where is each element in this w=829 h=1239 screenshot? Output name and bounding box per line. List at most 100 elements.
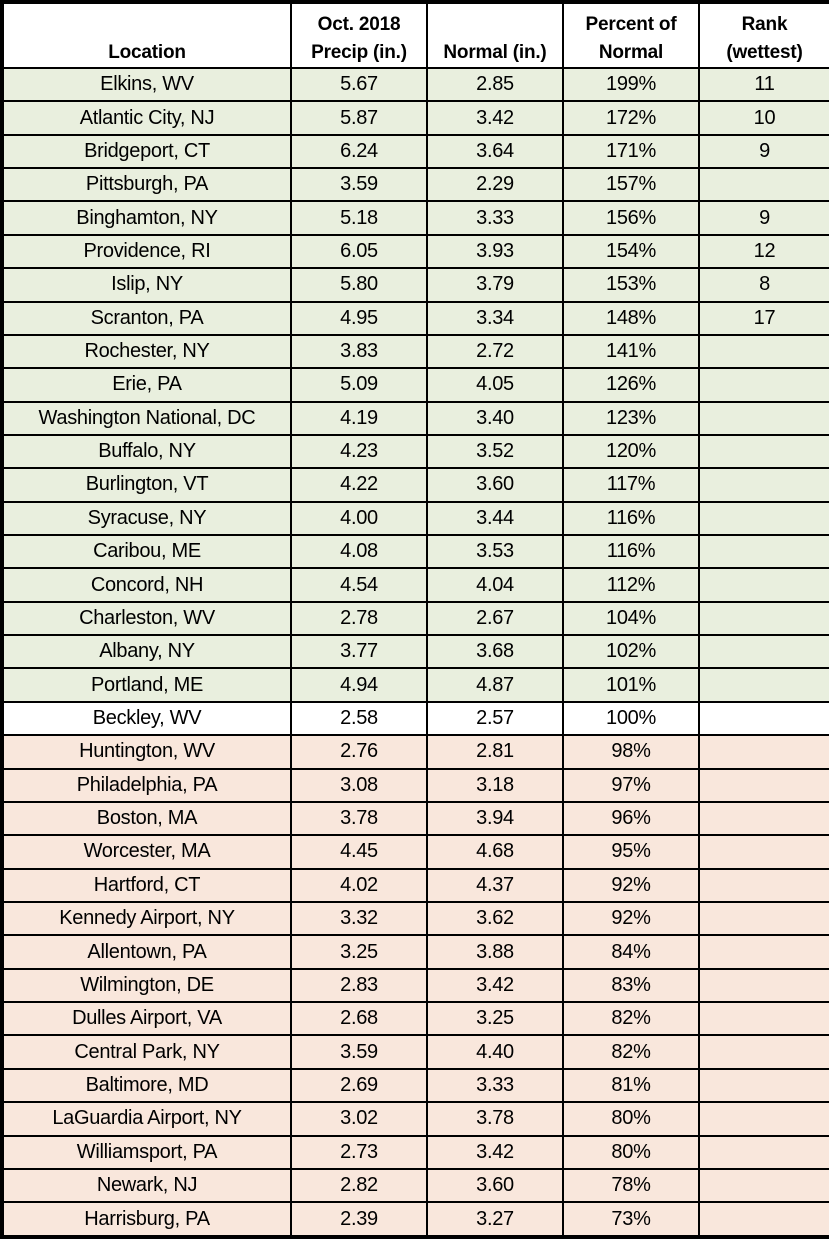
location-cell: Baltimore, MD — [1, 1067, 292, 1104]
precip-cell: 3.32 — [290, 900, 428, 937]
rank-cell — [698, 600, 829, 637]
normal-cell: 3.78 — [426, 1101, 564, 1137]
precip-cell: 6.05 — [290, 233, 428, 270]
column-header-oct-2018-precip: Oct. 2018 Precip (in.) — [290, 1, 428, 69]
normal-cell: 4.04 — [426, 567, 564, 603]
precip-cell: 2.58 — [290, 700, 428, 737]
table-row: Portland, ME 4.94 4.87 101% — [1, 667, 829, 703]
percent-cell: 156% — [562, 200, 700, 236]
table-row: Allentown, PA 3.25 3.88 84% — [1, 934, 829, 970]
rank-cell: 12 — [698, 233, 829, 270]
percent-cell: 78% — [562, 1167, 700, 1204]
precip-cell: 4.22 — [290, 467, 428, 503]
table-row: Albany, NY 3.77 3.68 102% — [1, 634, 829, 670]
column-header-normal: Normal (in.) — [426, 1, 564, 69]
normal-cell: 2.29 — [426, 167, 564, 203]
rank-cell — [698, 167, 829, 203]
percent-cell: 92% — [562, 867, 700, 903]
location-cell: Allentown, PA — [1, 934, 292, 970]
location-cell: Syracuse, NY — [1, 500, 292, 537]
precip-cell: 2.39 — [290, 1201, 428, 1238]
table-row: Concord, NH 4.54 4.04 112% — [1, 567, 829, 603]
percent-cell: 123% — [562, 400, 700, 436]
percent-cell: 172% — [562, 100, 700, 136]
precip-cell: 2.78 — [290, 600, 428, 637]
rank-cell — [698, 1034, 829, 1070]
normal-cell: 3.53 — [426, 534, 564, 570]
precip-cell: 2.69 — [290, 1067, 428, 1104]
rank-cell — [698, 967, 829, 1004]
location-cell: Albany, NY — [1, 634, 292, 670]
location-cell: Providence, RI — [1, 233, 292, 270]
normal-cell: 3.34 — [426, 300, 564, 336]
rank-cell — [698, 934, 829, 970]
percent-cell: 104% — [562, 600, 700, 637]
rank-cell — [698, 1201, 829, 1238]
precip-cell: 4.02 — [290, 867, 428, 903]
rank-cell — [698, 1001, 829, 1037]
normal-cell: 3.27 — [426, 1201, 564, 1238]
column-header-rank: Rank (wettest) — [698, 1, 829, 69]
table-row: Charleston, WV 2.78 2.67 104% — [1, 600, 829, 637]
precip-cell: 3.78 — [290, 800, 428, 837]
precip-cell: 2.73 — [290, 1134, 428, 1170]
location-cell: Kennedy Airport, NY — [1, 900, 292, 937]
precip-cell: 2.83 — [290, 967, 428, 1004]
percent-cell: 199% — [562, 66, 700, 103]
normal-cell: 4.05 — [426, 367, 564, 403]
precip-cell: 4.54 — [290, 567, 428, 603]
table-row: Newark, NJ 2.82 3.60 78% — [1, 1167, 829, 1204]
location-cell: Dulles Airport, VA — [1, 1001, 292, 1037]
location-cell: Burlington, VT — [1, 467, 292, 503]
normal-cell: 4.37 — [426, 867, 564, 903]
rank-cell — [698, 700, 829, 737]
normal-cell: 3.94 — [426, 800, 564, 837]
location-cell: Portland, ME — [1, 667, 292, 703]
location-cell: Caribou, ME — [1, 534, 292, 570]
table-row: Dulles Airport, VA 2.68 3.25 82% — [1, 1001, 829, 1037]
normal-cell: 3.42 — [426, 1134, 564, 1170]
normal-cell: 3.42 — [426, 967, 564, 1004]
rank-cell — [698, 433, 829, 470]
precip-cell: 5.87 — [290, 100, 428, 136]
rank-cell — [698, 1101, 829, 1137]
percent-cell: 141% — [562, 333, 700, 370]
rank-cell — [698, 467, 829, 503]
table-row: Islip, NY 5.80 3.79 153% 8 — [1, 267, 829, 303]
precip-cell: 3.25 — [290, 934, 428, 970]
percent-cell: 82% — [562, 1001, 700, 1037]
precip-cell: 5.80 — [290, 267, 428, 303]
normal-cell: 3.60 — [426, 467, 564, 503]
percent-cell: 117% — [562, 467, 700, 503]
percent-cell: 80% — [562, 1134, 700, 1170]
rank-cell: 17 — [698, 300, 829, 336]
rank-cell: 10 — [698, 100, 829, 136]
normal-cell: 2.57 — [426, 700, 564, 737]
table-row: LaGuardia Airport, NY 3.02 3.78 80% — [1, 1101, 829, 1137]
column-header-location: Location — [1, 1, 292, 69]
header-row: Location Oct. 2018 Precip (in.) Normal (in… — [1, 1, 829, 69]
table-row: Binghamton, NY 5.18 3.33 156% 9 — [1, 200, 829, 236]
table-row: Syracuse, NY 4.00 3.44 116% — [1, 500, 829, 537]
normal-cell: 2.72 — [426, 333, 564, 370]
precip-cell: 3.59 — [290, 1034, 428, 1070]
rank-cell — [698, 333, 829, 370]
normal-cell: 3.25 — [426, 1001, 564, 1037]
percent-cell: 126% — [562, 367, 700, 403]
location-cell: Newark, NJ — [1, 1167, 292, 1204]
percent-cell: 84% — [562, 934, 700, 970]
percent-cell: 95% — [562, 834, 700, 870]
precip-cell: 5.18 — [290, 200, 428, 236]
rank-cell: 8 — [698, 267, 829, 303]
normal-cell: 3.40 — [426, 400, 564, 436]
table-row: Kennedy Airport, NY 3.32 3.62 92% — [1, 900, 829, 937]
precip-cell: 3.08 — [290, 767, 428, 803]
normal-cell: 3.52 — [426, 433, 564, 470]
precip-cell: 5.09 — [290, 367, 428, 403]
precip-cell: 3.59 — [290, 167, 428, 203]
normal-cell: 3.64 — [426, 133, 564, 170]
normal-cell: 3.68 — [426, 634, 564, 670]
location-cell: Boston, MA — [1, 800, 292, 837]
percent-cell: 82% — [562, 1034, 700, 1070]
